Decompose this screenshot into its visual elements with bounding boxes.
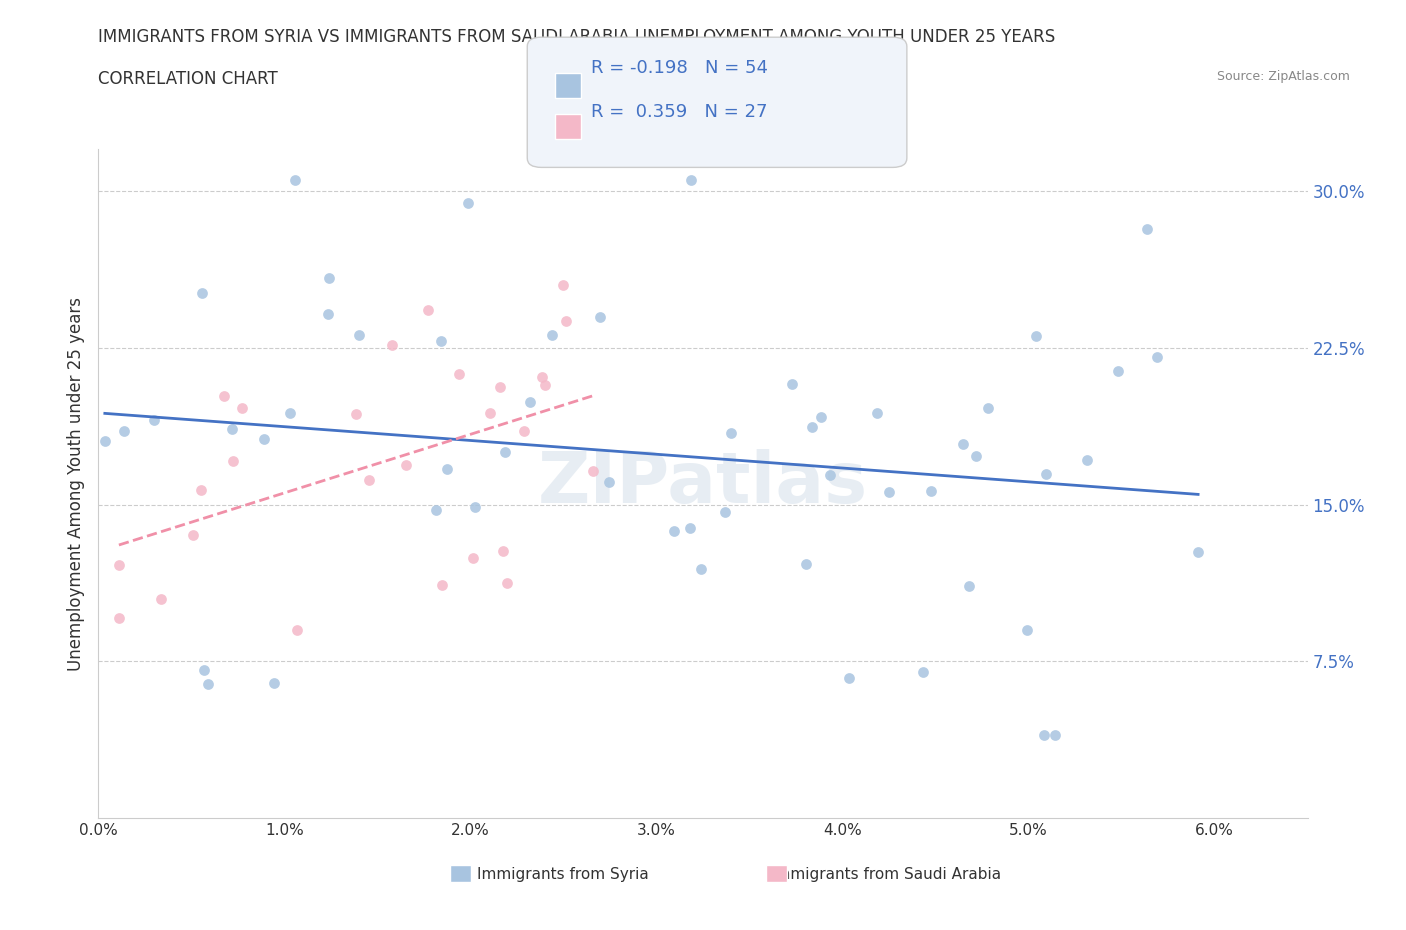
Point xyxy=(1146,350,1168,365)
Y-axis label: Unemployment Among Youth under 25 years: Unemployment Among Youth under 25 years xyxy=(66,297,84,671)
Point xyxy=(541,327,564,342)
Point xyxy=(284,173,307,188)
Point xyxy=(598,474,620,489)
Text: R =  0.359   N = 27: R = 0.359 N = 27 xyxy=(591,102,768,121)
Text: Immigrants from Syria: Immigrants from Syria xyxy=(477,867,648,882)
Point xyxy=(512,423,534,438)
Point xyxy=(425,502,447,517)
Point xyxy=(519,395,541,410)
Point xyxy=(181,527,204,542)
Point xyxy=(1035,467,1057,482)
Point xyxy=(359,472,381,487)
Point xyxy=(318,307,340,322)
Point xyxy=(347,327,370,342)
Point xyxy=(1017,623,1039,638)
Point xyxy=(190,483,212,498)
Point xyxy=(457,196,479,211)
Point xyxy=(865,405,887,420)
Point xyxy=(782,377,804,392)
Point xyxy=(221,454,243,469)
Point xyxy=(108,610,131,625)
Point xyxy=(1135,221,1157,236)
Point xyxy=(818,468,841,483)
Point xyxy=(714,504,737,519)
Point xyxy=(1032,727,1054,742)
Point xyxy=(679,520,702,535)
Point xyxy=(479,405,502,420)
Point xyxy=(794,557,817,572)
Point xyxy=(664,524,686,538)
Text: IMMIGRANTS FROM SYRIA VS IMMIGRANTS FROM SAUDI ARABIA UNEMPLOYMENT AMONG YOUTH U: IMMIGRANTS FROM SYRIA VS IMMIGRANTS FROM… xyxy=(98,28,1056,46)
Point xyxy=(1107,364,1129,379)
Text: Immigrants from Saudi Arabia: Immigrants from Saudi Arabia xyxy=(770,867,1001,882)
Text: ZIPatlas: ZIPatlas xyxy=(538,449,868,518)
Point xyxy=(1025,328,1047,343)
Text: R = -0.198   N = 54: R = -0.198 N = 54 xyxy=(591,59,768,77)
Point xyxy=(920,484,942,498)
Point xyxy=(191,286,214,300)
Point xyxy=(430,334,453,349)
Point xyxy=(449,367,471,382)
Point xyxy=(589,310,612,325)
Text: CORRELATION CHART: CORRELATION CHART xyxy=(98,70,278,87)
Point xyxy=(494,445,516,459)
Point xyxy=(491,544,513,559)
Point xyxy=(436,461,458,476)
Point xyxy=(285,623,308,638)
Point xyxy=(957,578,980,593)
Point xyxy=(534,378,557,392)
Point xyxy=(838,671,860,685)
Point xyxy=(112,423,135,438)
Text: Source: ZipAtlas.com: Source: ZipAtlas.com xyxy=(1216,70,1350,83)
Point xyxy=(489,379,512,394)
Point xyxy=(977,401,1000,416)
Point xyxy=(197,676,219,691)
Point xyxy=(965,449,987,464)
Point xyxy=(582,464,605,479)
Point xyxy=(94,433,117,448)
Point xyxy=(416,302,439,317)
Point xyxy=(1187,545,1209,560)
Point xyxy=(690,562,713,577)
Point xyxy=(1076,453,1098,468)
Point xyxy=(800,419,823,434)
Point xyxy=(495,576,517,591)
Point xyxy=(344,406,367,421)
Point xyxy=(681,173,703,188)
Point xyxy=(214,389,236,404)
Point xyxy=(464,499,486,514)
Point xyxy=(463,551,485,565)
Point xyxy=(278,405,301,420)
Point xyxy=(720,426,742,441)
Point xyxy=(149,591,172,606)
Point xyxy=(253,432,276,447)
Point xyxy=(263,675,285,690)
Point xyxy=(1043,727,1066,742)
Point xyxy=(551,277,574,292)
Point xyxy=(143,413,166,428)
Point xyxy=(221,421,243,436)
Point xyxy=(381,338,404,352)
Point xyxy=(318,271,340,286)
Point xyxy=(108,557,131,572)
Point xyxy=(430,578,453,592)
Point xyxy=(952,436,974,451)
Point xyxy=(555,313,578,328)
Point xyxy=(879,485,901,499)
Point xyxy=(193,662,215,677)
Point xyxy=(231,401,253,416)
Point xyxy=(394,458,416,472)
Point xyxy=(810,410,832,425)
Point xyxy=(912,665,935,680)
Point xyxy=(530,370,553,385)
